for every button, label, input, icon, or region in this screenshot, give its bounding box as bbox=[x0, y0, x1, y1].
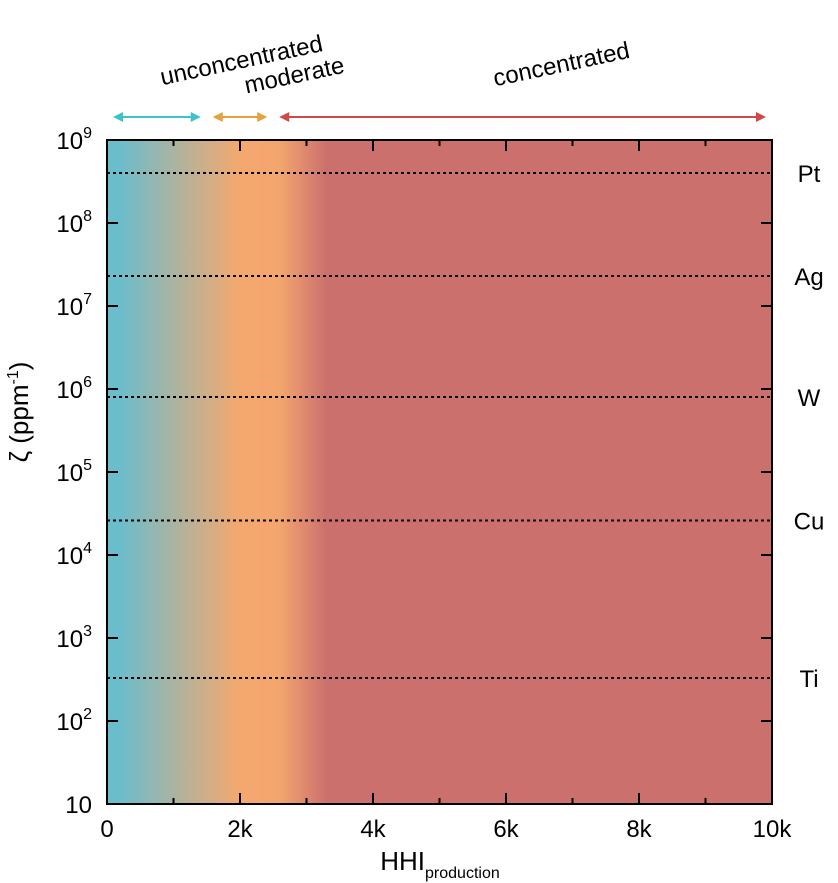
reference-label-pt: Pt bbox=[798, 161, 821, 188]
y-tick-exponent: 3 bbox=[83, 623, 92, 640]
y-tick-base: 10 bbox=[56, 709, 83, 736]
x-axis-title-subscript: production bbox=[425, 865, 500, 882]
y-tick-exponent: 5 bbox=[83, 457, 92, 474]
y-tick-label: 104 bbox=[56, 540, 92, 570]
y-axis-title: ζ (ppm-1) bbox=[4, 362, 34, 463]
region-label-concentrated: concentrated bbox=[491, 37, 632, 92]
y-tick-label: 102 bbox=[56, 706, 92, 736]
y-tick-base: 10 bbox=[56, 626, 83, 653]
y-tick-base: 10 bbox=[56, 211, 83, 238]
y-axis-title-superscript: -1 bbox=[5, 370, 22, 384]
x-tick-label: 2k bbox=[227, 816, 253, 843]
plot-frame bbox=[106, 139, 773, 805]
region-arrow-moderate bbox=[212, 112, 268, 122]
y-tick-base: 10 bbox=[56, 543, 83, 570]
region-arrow-head-right bbox=[190, 112, 201, 122]
reference-label-w: W bbox=[798, 385, 821, 412]
region-arrows bbox=[113, 112, 766, 122]
region-arrow-head-left bbox=[113, 112, 123, 122]
y-tick-base: 10 bbox=[56, 460, 83, 487]
y-tick-label: 103 bbox=[56, 623, 92, 653]
y-tick-label: 107 bbox=[56, 291, 92, 321]
y-tick-exponent: 9 bbox=[83, 125, 92, 142]
y-tick-base: 10 bbox=[65, 792, 92, 819]
reference-lines bbox=[107, 172, 772, 679]
region-arrow-head-right bbox=[756, 112, 766, 122]
y-tick-label: 109 bbox=[56, 125, 92, 155]
x-tick-label: 10k bbox=[753, 816, 793, 843]
x-axis-title-main: HHI bbox=[380, 846, 425, 876]
y-tick-exponent: 8 bbox=[83, 208, 92, 225]
x-axis-title: HHIproduction bbox=[380, 846, 500, 882]
y-tick-label: 105 bbox=[56, 457, 92, 487]
y-tick-exponent: 6 bbox=[83, 374, 92, 391]
y-tick-label: 108 bbox=[56, 208, 92, 238]
reference-label-cu: Cu bbox=[794, 509, 825, 536]
y-tick-base: 10 bbox=[56, 128, 83, 155]
x-tick-label: 8k bbox=[626, 816, 652, 843]
y-axis-title-main: ζ (ppm bbox=[4, 384, 34, 462]
region-arrow-head-left bbox=[279, 112, 290, 122]
y-tick-label: 10 bbox=[65, 792, 92, 819]
plot-background bbox=[107, 140, 772, 804]
y-tick-base: 10 bbox=[56, 377, 83, 404]
y-tick-base: 10 bbox=[56, 294, 83, 321]
y-tick-exponent: 4 bbox=[83, 540, 92, 557]
reference-labels: Pt Ag W Cu Ti bbox=[794, 161, 825, 693]
region-arrow-concentrated bbox=[279, 112, 766, 122]
y-tick-exponent: 2 bbox=[83, 706, 92, 723]
x-tick-label: 6k bbox=[493, 816, 519, 843]
x-tick-label: 4k bbox=[360, 816, 386, 843]
y-axis-title-close: ) bbox=[4, 362, 34, 371]
y-tick-exponent: 7 bbox=[83, 291, 92, 308]
region-arrow-unconcentrated bbox=[113, 112, 201, 122]
x-tick-label: 0 bbox=[100, 816, 113, 843]
region-arrow-head-right bbox=[257, 112, 268, 122]
reference-label-ag: Ag bbox=[794, 264, 823, 291]
y-tick-label: 106 bbox=[56, 374, 92, 404]
region-arrow-head-left bbox=[212, 112, 223, 122]
reference-label-ti: Ti bbox=[799, 666, 818, 693]
